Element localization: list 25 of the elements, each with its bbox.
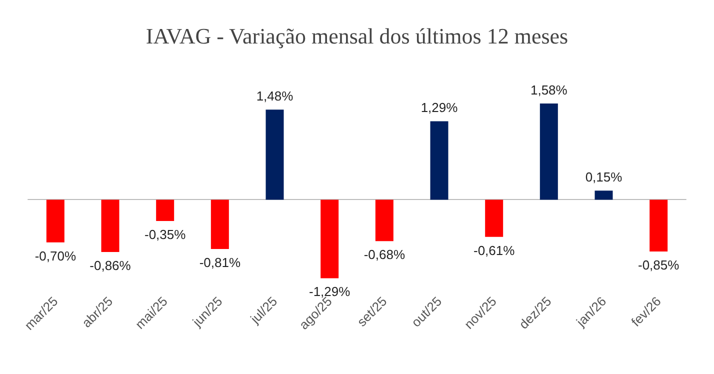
chart-title: IAVAG - Variação mensal dos últimos 12 meses <box>146 24 568 48</box>
data-label: -0,86% <box>90 258 132 274</box>
bar <box>46 200 64 242</box>
data-label: 0,15% <box>585 170 623 185</box>
bar <box>210 200 229 250</box>
bar <box>485 200 504 237</box>
bar <box>156 200 174 222</box>
bar <box>540 104 558 200</box>
data-label: -0,85% <box>638 257 680 272</box>
bar <box>101 200 120 252</box>
bar <box>320 200 339 278</box>
data-label: -0,70% <box>34 248 76 264</box>
bar <box>375 200 394 242</box>
bar <box>594 190 613 200</box>
bar <box>430 121 448 200</box>
bar <box>266 110 284 200</box>
data-label: -1,29% <box>308 284 351 300</box>
data-label: 1,58% <box>530 82 568 98</box>
data-label: 1,48% <box>256 88 294 104</box>
data-label: 1,29% <box>420 100 458 116</box>
data-label: -0,81% <box>199 255 241 270</box>
bar <box>650 200 668 252</box>
data-label: -0,35% <box>144 227 186 242</box>
data-label: -0,61% <box>473 242 516 258</box>
data-label: -0,68% <box>364 247 406 262</box>
